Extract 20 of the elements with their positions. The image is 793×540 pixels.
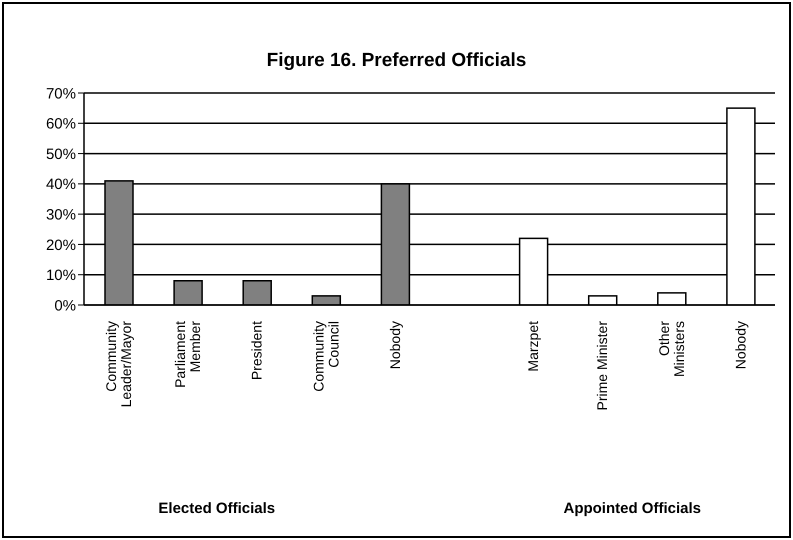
- y-tick-label: 30%: [46, 206, 76, 224]
- x-tick-label: Other Ministers: [656, 320, 687, 378]
- x-tick-label: Community Council: [310, 321, 342, 392]
- x-tick-label: President: [248, 320, 265, 380]
- y-tick-label: 50%: [46, 146, 76, 163]
- y-tick-label: 20%: [46, 236, 76, 254]
- x-tick-label: Nobody: [386, 321, 403, 370]
- text: Elected Officials: [157, 500, 276, 517]
- x-tick-label: Parliament Member: [172, 320, 204, 388]
- y-tick-label: 60%: [46, 116, 76, 133]
- y-tick-label: 70%: [46, 85, 76, 102]
- y-tick-label: 40%: [46, 176, 76, 194]
- y-tick-label: 0%: [54, 297, 76, 314]
- y-tick-label: 10%: [46, 267, 76, 284]
- x-tick-label: Community Leader/Mayor: [102, 320, 134, 408]
- x-tick-label: Marzpet: [525, 320, 542, 372]
- x-tick-label: Nobody: [732, 321, 748, 370]
- x-tick-label: Prime Minister: [594, 320, 610, 410]
- chart-title: Figure 16. Preferred Officials: [266, 50, 528, 72]
- text: Appointed Officials: [562, 500, 702, 517]
